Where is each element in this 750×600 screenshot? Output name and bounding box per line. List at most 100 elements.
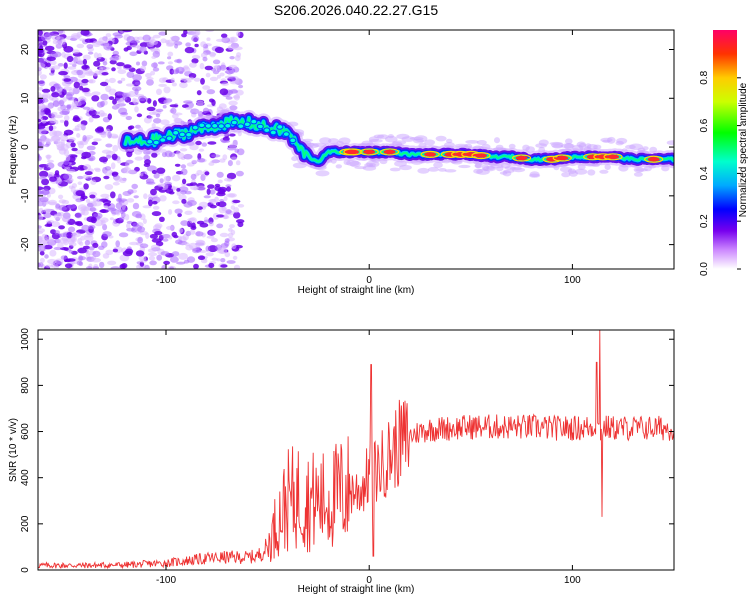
- spectrogram-noise-blob: [568, 170, 578, 177]
- spectrogram-noise-blob: [50, 86, 56, 92]
- spectrogram-noise-blob: [112, 98, 117, 105]
- spectrogram-noise-blob: [63, 129, 74, 136]
- spectrogram-noise-blob: [90, 179, 97, 185]
- spectrogram-noise-blob: [214, 46, 224, 54]
- spectrogram-noise-blob: [185, 106, 193, 110]
- spectrogram-noise-blob: [62, 97, 67, 102]
- spectrogram-noise-blob: [62, 173, 73, 180]
- spectrogram-noise-blob: [210, 237, 218, 243]
- spectrogram-peak-halo: [512, 154, 532, 162]
- spectrogram-noise-blob: [38, 30, 43, 36]
- spectrogram-noise-blob: [38, 202, 45, 207]
- spectrogram-noise-blob: [167, 61, 173, 65]
- spectrogram-noise-blob: [228, 89, 239, 94]
- spectrogram-ytick-label: -20: [20, 237, 31, 252]
- spectrogram-noise-blob: [38, 214, 44, 221]
- spectrogram-noise-blob: [58, 194, 64, 200]
- spectrogram-noise-blob: [233, 211, 241, 219]
- spectrogram-noise-blob: [154, 223, 163, 229]
- spectrogram-noise-blob: [183, 65, 189, 70]
- figure-title: S206.2026.040.22.27.G15: [274, 2, 438, 18]
- spectrogram-noise-blob: [148, 111, 157, 116]
- spectrogram-peak-halo: [471, 151, 491, 160]
- spectrogram-peak: [363, 149, 376, 155]
- spectrogram-noise-blob: [44, 223, 53, 227]
- spectrogram-noise-blob: [228, 133, 236, 137]
- spectrogram-peak: [454, 152, 467, 157]
- spectrogram-noise-blob: [196, 100, 204, 107]
- spectrogram-noise-blob: [112, 181, 120, 186]
- spectrogram-noise-blob: [58, 233, 68, 238]
- spectrogram-noise-blob: [68, 62, 77, 66]
- spectrogram-noise-blob: [122, 30, 133, 33]
- spectrogram-noise-blob: [197, 209, 202, 213]
- spectrogram-noise-blob: [78, 255, 83, 262]
- spectrogram-noise-blob: [197, 157, 206, 163]
- spectrogram-noise-blob: [76, 43, 85, 49]
- spectrogram-noise-blob: [496, 166, 504, 172]
- spectrogram-noise-blob: [179, 148, 188, 152]
- spectrogram-noise-blob: [38, 236, 43, 243]
- spectrogram-noise-blob: [218, 247, 228, 255]
- spectrogram-noise-blob: [63, 159, 70, 166]
- spectrogram-noise-blob: [39, 196, 49, 203]
- spectrogram-noise-blob: [107, 113, 113, 120]
- spectrogram-noise-blob: [60, 255, 68, 260]
- spectrogram-noise-blob: [221, 33, 228, 39]
- spectrogram-noise-blob: [78, 142, 84, 149]
- spectrogram-noise-blob: [225, 184, 232, 188]
- spectrogram-noise-blob: [232, 255, 238, 260]
- spectrogram-noise-blob: [228, 100, 238, 106]
- spectrogram-noise-blob: [125, 83, 135, 87]
- spectrogram-noise-blob: [196, 90, 202, 96]
- spectrogram-noise-blob: [162, 238, 169, 242]
- spectrogram-noise-blob: [145, 73, 152, 78]
- spectrogram-noise-blob: [237, 204, 245, 208]
- spectrogram-noise-blob: [53, 264, 59, 269]
- spectrogram-blob: [289, 137, 297, 144]
- spectrogram-noise-blob: [47, 199, 58, 206]
- spectrogram-noise-blob: [41, 34, 47, 41]
- spectrogram-noise-blob: [149, 233, 158, 239]
- spectrogram-noise-blob: [58, 99, 65, 107]
- spectrogram-peak: [444, 152, 457, 157]
- spectrogram-noise-blob: [180, 168, 188, 176]
- spectrogram-noise-blob: [171, 231, 178, 238]
- spectrogram-noise-blob: [134, 156, 144, 161]
- spectrogram-noise-blob: [164, 181, 173, 186]
- spectrogram-noise-blob: [77, 181, 83, 185]
- spectrogram-noise-blob: [629, 143, 643, 151]
- spectrogram-noise-blob: [204, 65, 213, 71]
- spectrogram-peak: [424, 152, 437, 157]
- spectrogram-blob: [198, 122, 206, 129]
- spectrogram-noise-blob: [174, 208, 183, 214]
- spectrogram-noise-blob: [164, 150, 173, 158]
- spectrogram-noise-blob: [196, 220, 205, 225]
- spectrogram-noise-blob: [66, 232, 73, 239]
- spectrogram-noise-blob: [81, 87, 90, 93]
- spectrogram-noise-blob: [46, 139, 53, 143]
- spectrogram-noise-blob: [587, 169, 596, 176]
- spectrogram-noise-blob: [71, 231, 81, 238]
- spectrogram-noise-blob: [191, 54, 201, 60]
- spectrogram-noise-blob: [52, 65, 61, 70]
- spectrogram-noise-blob: [110, 162, 116, 170]
- spectrogram-noise-blob: [38, 154, 41, 161]
- spectrogram-noise-blob: [41, 178, 50, 186]
- spectrogram-noise-blob: [458, 164, 471, 169]
- spectrogram-noise-blob: [77, 123, 84, 128]
- spectrogram-noise-blob: [211, 257, 218, 261]
- spectrogram-noise-blob: [208, 221, 214, 227]
- spectrogram-noise-blob: [162, 104, 167, 109]
- spectrogram-noise-blob: [156, 254, 163, 261]
- spectrogram-noise-blob: [199, 62, 205, 70]
- spectrogram-noise-blob: [186, 183, 194, 187]
- spectrogram-noise-blob: [77, 175, 84, 180]
- spectrogram-noise-blob: [175, 67, 180, 74]
- spectrogram-noise-blob: [38, 262, 41, 269]
- spectrogram-noise-blob: [202, 107, 210, 114]
- spectrogram-noise-blob: [141, 60, 148, 67]
- spectrogram-blob: [250, 118, 258, 125]
- spectrogram-noise-blob: [190, 173, 197, 180]
- spectrogram-noise-blob: [152, 34, 161, 39]
